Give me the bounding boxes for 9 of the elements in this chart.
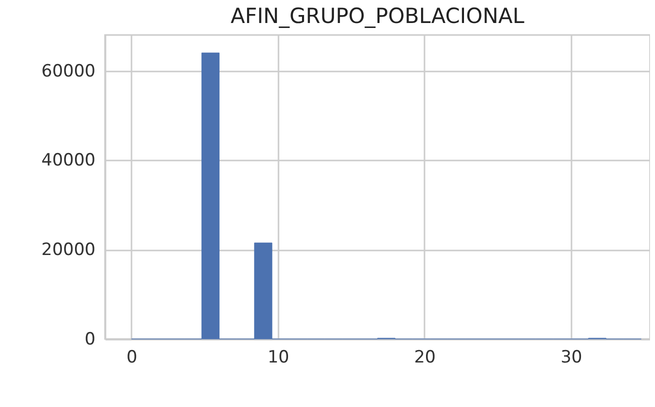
y-tick-label: 20000	[41, 240, 96, 260]
x-tick-label: 10	[268, 348, 290, 368]
y-tick-label: 40000	[41, 150, 96, 171]
x-tick-label: 0	[126, 348, 138, 368]
chart-title: AFIN_GRUPO_POBLACIONAL	[230, 4, 525, 28]
x-tick-label: 20	[414, 348, 436, 368]
y-tick-label: 0	[84, 330, 96, 350]
y-tick-label: 60000	[41, 61, 96, 82]
x-tick-label: 30	[560, 348, 582, 368]
